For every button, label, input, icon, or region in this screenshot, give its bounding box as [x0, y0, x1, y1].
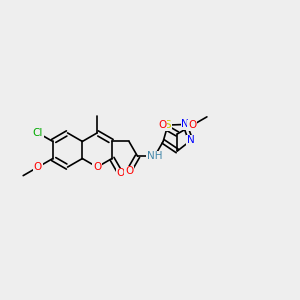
- Text: O: O: [93, 162, 101, 172]
- Text: N: N: [187, 136, 195, 146]
- Text: O: O: [188, 120, 196, 130]
- Text: O: O: [34, 162, 42, 172]
- Text: O: O: [116, 168, 124, 178]
- Text: O: O: [158, 120, 167, 130]
- Text: N: N: [181, 119, 189, 129]
- Text: O: O: [125, 166, 133, 176]
- Text: Cl: Cl: [33, 128, 43, 138]
- Text: NH: NH: [147, 151, 162, 161]
- Text: S: S: [165, 120, 171, 130]
